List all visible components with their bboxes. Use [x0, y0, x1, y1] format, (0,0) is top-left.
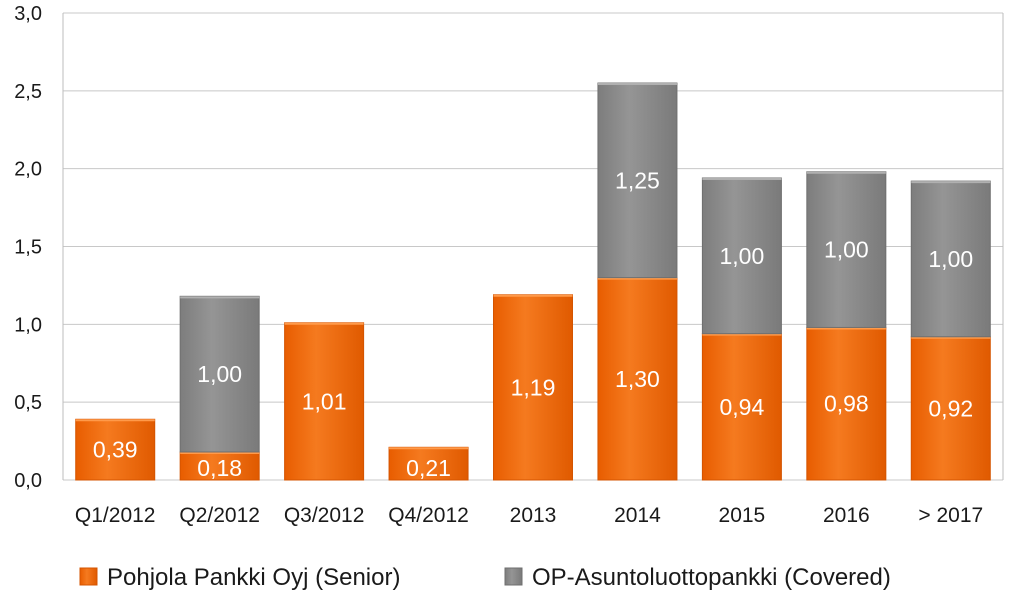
- legend-swatch-senior: [79, 567, 98, 586]
- x-tick-label: 2013: [510, 504, 557, 527]
- y-tick-label: 0,5: [14, 392, 42, 414]
- data-label: 1,00: [928, 246, 973, 272]
- data-label: 1,00: [197, 361, 242, 387]
- y-tick-label: 3,0: [14, 3, 42, 25]
- bar-senior: [493, 294, 573, 481]
- data-labels: 0,39 0,18 1,00 1,01 0,21 1,19 1,30 1,25 0,94 1,00…: [93, 167, 973, 481]
- x-tick-label: 2014: [614, 504, 661, 527]
- data-label: 0,94: [720, 394, 765, 420]
- x-tick-label: 2016: [823, 504, 870, 527]
- data-label: 1,19: [511, 374, 556, 400]
- x-tick-label: Q4/2012: [388, 504, 469, 527]
- bar-covered: [179, 295, 260, 453]
- bar-senior: [806, 326, 887, 481]
- data-label: 1,25: [615, 167, 660, 193]
- x-tick-label: 2015: [719, 504, 766, 527]
- bar-covered: [806, 171, 887, 328]
- bar-senior: [388, 446, 469, 481]
- y-tick-label: 2,0: [14, 159, 42, 181]
- y-tick-label: 1,0: [14, 314, 42, 336]
- x-tick-label: Q1/2012: [75, 504, 156, 527]
- data-label: 1,01: [302, 388, 347, 414]
- data-label: 0,21: [406, 455, 451, 481]
- x-tick-label: Q2/2012: [179, 504, 260, 527]
- data-label: 1,00: [720, 243, 765, 269]
- y-tick-label: 2,5: [14, 81, 42, 103]
- bar-senior: [597, 277, 678, 481]
- legend-label-senior: Pohjola Pankki Oyj (Senior): [107, 564, 400, 591]
- data-label: 0,92: [928, 395, 973, 421]
- x-tick-label: Q3/2012: [284, 504, 365, 527]
- y-tick-label: 1,5: [14, 237, 42, 259]
- bar-covered: [910, 180, 991, 338]
- data-label: 0,18: [197, 455, 242, 481]
- y-tick-label: 0,0: [14, 470, 42, 492]
- axes: 0,0 0,5 1,0 1,5 2,0 2,5 3,0 Q1/2012 Q2/2012 Q3/20…: [14, 3, 1004, 527]
- x-tick-label: > 2017: [918, 504, 983, 527]
- data-label: 1,00: [824, 237, 869, 263]
- data-label: 1,30: [615, 366, 660, 392]
- legend: Pohjola Pankki Oyj (Senior) OP-Asuntoluot…: [79, 564, 891, 591]
- bar-senior: [75, 418, 156, 481]
- legend-label-covered: OP-Asuntoluottopankki (Covered): [532, 564, 891, 591]
- bar-senior: [701, 333, 782, 481]
- data-label: 0,98: [824, 391, 869, 417]
- bars: [75, 82, 991, 481]
- bar-senior: [284, 322, 365, 481]
- data-label: 0,39: [93, 437, 138, 463]
- legend-swatch-covered: [504, 567, 523, 586]
- bar-senior: [910, 336, 991, 481]
